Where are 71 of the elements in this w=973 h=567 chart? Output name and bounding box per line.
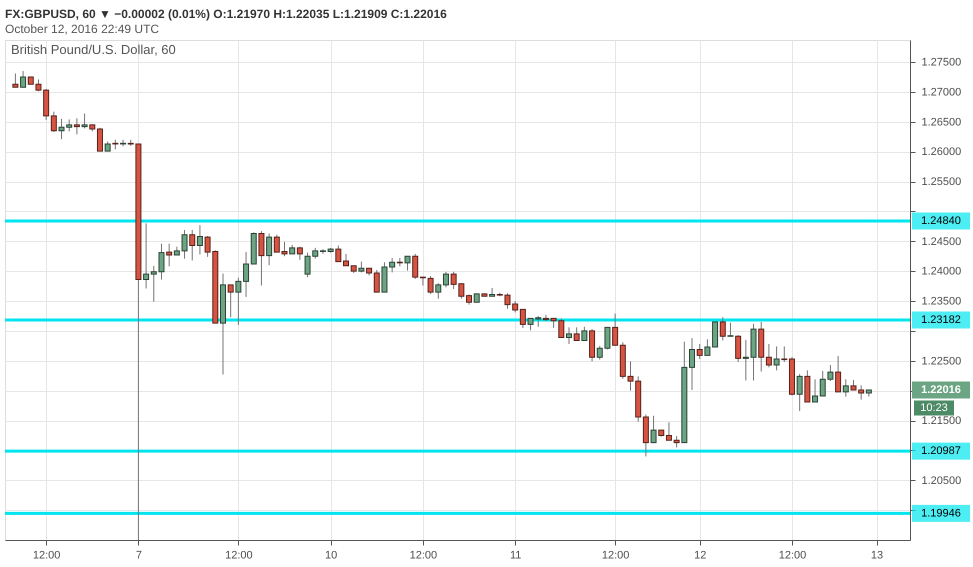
candlestick xyxy=(204,235,211,258)
ref-line-label: 1.23182 xyxy=(921,314,961,326)
candlestick xyxy=(558,318,564,338)
y-tick-label: 1.22500 xyxy=(922,355,962,368)
candlestick xyxy=(12,72,18,88)
y-tick-label: 1.24000 xyxy=(922,266,962,278)
candlestick xyxy=(296,246,303,260)
candlestick xyxy=(304,252,311,278)
y-tick-label: 1.25500 xyxy=(922,176,962,188)
candlestick xyxy=(720,316,726,341)
y-tick-label: 1.24500 xyxy=(922,236,962,248)
x-tick-label: 12 xyxy=(694,550,706,562)
chart-title: FX:GBPUSD, 60 ▼ −0.00002 (0.01%) O:1.21970 H:1.22035 L:1.21909 C:1.22016 xyxy=(5,7,448,21)
candlestick xyxy=(520,308,526,328)
candlestick xyxy=(374,269,380,293)
x-tick-label: 12:00 xyxy=(410,550,438,562)
candlestick xyxy=(74,118,80,135)
candlestick xyxy=(604,326,610,350)
candlestick xyxy=(450,271,457,290)
x-tick-label: 7 xyxy=(136,550,142,562)
y-tick-label: 1.23500 xyxy=(922,296,962,308)
candlestick xyxy=(50,111,57,132)
candlestick xyxy=(727,322,734,337)
x-tick-label: 11 xyxy=(510,550,522,562)
candlestick xyxy=(228,284,234,318)
ref-line-label: 1.19946 xyxy=(921,507,961,520)
candlestick xyxy=(766,344,772,368)
candlestick xyxy=(196,224,203,255)
text: 1.22016 xyxy=(921,384,961,396)
candlestick xyxy=(774,346,780,371)
x-tick-label: 12:00 xyxy=(225,550,253,562)
candlestick xyxy=(104,141,111,152)
x-tick-label: 10 xyxy=(325,550,338,562)
candlestick xyxy=(835,356,842,392)
candlestick xyxy=(827,364,834,382)
ref-line-label: 1.20987 xyxy=(921,445,961,458)
candlestick xyxy=(358,261,364,273)
candlestick xyxy=(650,415,657,444)
x-tick-label: 12:00 xyxy=(778,550,806,562)
text: 10:23 xyxy=(920,402,948,414)
annotation: British Pound/U.S. Dollar, 60 xyxy=(11,42,176,57)
chart-subtitle: October 12, 2016 22:49 UTC xyxy=(5,22,160,36)
candlestick xyxy=(166,243,172,267)
y-tick-label: 1.26000 xyxy=(922,146,962,158)
candlestick xyxy=(82,112,88,129)
y-tick-label: 1.20500 xyxy=(922,474,962,487)
x-tick-label: 12:00 xyxy=(602,550,630,562)
y-tick-label: 1.26500 xyxy=(922,116,962,128)
ref-line-label: 1.24840 xyxy=(921,215,961,228)
candlestick xyxy=(842,378,849,398)
y-tick-label: 1.21500 xyxy=(922,415,962,428)
x-tick-label: 13 xyxy=(870,550,884,562)
candlestick xyxy=(796,373,803,412)
x-tick-label: 12:00 xyxy=(32,550,60,562)
candlestick xyxy=(20,70,26,88)
y-tick-label: 1.27000 xyxy=(922,86,962,98)
candlestick xyxy=(574,326,580,342)
candlestick xyxy=(412,253,418,280)
candlestick xyxy=(143,222,150,290)
y-tick-label: 1.27500 xyxy=(922,56,962,69)
candlestick xyxy=(189,229,196,261)
candlestick xyxy=(612,313,618,346)
candlestick xyxy=(266,233,272,266)
candlestick xyxy=(566,326,572,345)
candlestick xyxy=(258,230,264,286)
candlestick xyxy=(596,345,603,360)
candlestick xyxy=(112,139,118,150)
candlestick xyxy=(735,334,742,362)
candlestick xyxy=(581,326,588,341)
candlestick xyxy=(696,344,703,360)
candlestick xyxy=(404,256,411,272)
